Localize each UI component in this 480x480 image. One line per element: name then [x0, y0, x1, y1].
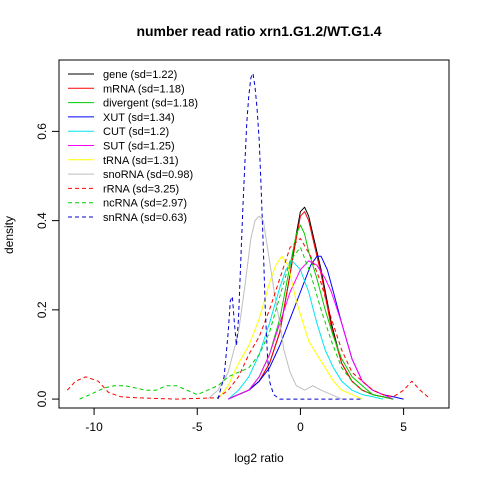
- x-tick-label: 5: [400, 420, 407, 434]
- x-tick-label: -5: [192, 420, 203, 434]
- series-line-6: [217, 255, 363, 400]
- y-tick-label: 0.0: [35, 390, 49, 407]
- series-line-7: [207, 215, 342, 400]
- plot-area: [66, 72, 431, 400]
- legend-label: SUT (sd=1.25): [103, 141, 175, 153]
- x-tick-label: -10: [85, 420, 103, 434]
- legend-label: tRNA (sd=1.31): [103, 155, 179, 167]
- legend-label: snRNA (sd=0.63): [103, 212, 187, 224]
- series-line-9: [79, 246, 394, 400]
- chart-title: number read ratio xrn1.G1.2/WT.G1.4: [136, 23, 381, 39]
- legend-label: mRNA (sd=1.18): [103, 83, 185, 95]
- series-line-4: [227, 260, 384, 400]
- y-axis-label: density: [2, 216, 16, 254]
- legend-label: CUT (sd=1.2): [103, 126, 169, 138]
- legend-label: ncRNA (sd=2.97): [103, 198, 187, 210]
- x-axis: -10 -5 0 5: [85, 408, 407, 434]
- legend-label: rRNA (sd=3.25): [103, 183, 179, 195]
- x-axis-label: log2 ratio: [234, 451, 284, 465]
- legend-label: snoRNA (sd=0.98): [103, 169, 193, 181]
- y-tick-label: 0.6: [35, 123, 49, 140]
- legend-label: XUT (sd=1.34): [103, 112, 175, 124]
- series-line-10: [217, 72, 363, 400]
- y-tick-label: 0.4: [35, 212, 49, 229]
- y-axis: 0.0 0.2 0.4 0.6: [35, 123, 59, 407]
- legend: gene (sd=1.22) mRNA (sd=1.18) divergent (s…: [68, 69, 198, 224]
- x-tick-label: 0: [297, 420, 304, 434]
- y-tick-label: 0.2: [35, 301, 49, 318]
- legend-label: divergent (sd=1.18): [103, 98, 198, 110]
- plot-frame: [58, 59, 450, 409]
- legend-label: gene (sd=1.22): [103, 69, 177, 81]
